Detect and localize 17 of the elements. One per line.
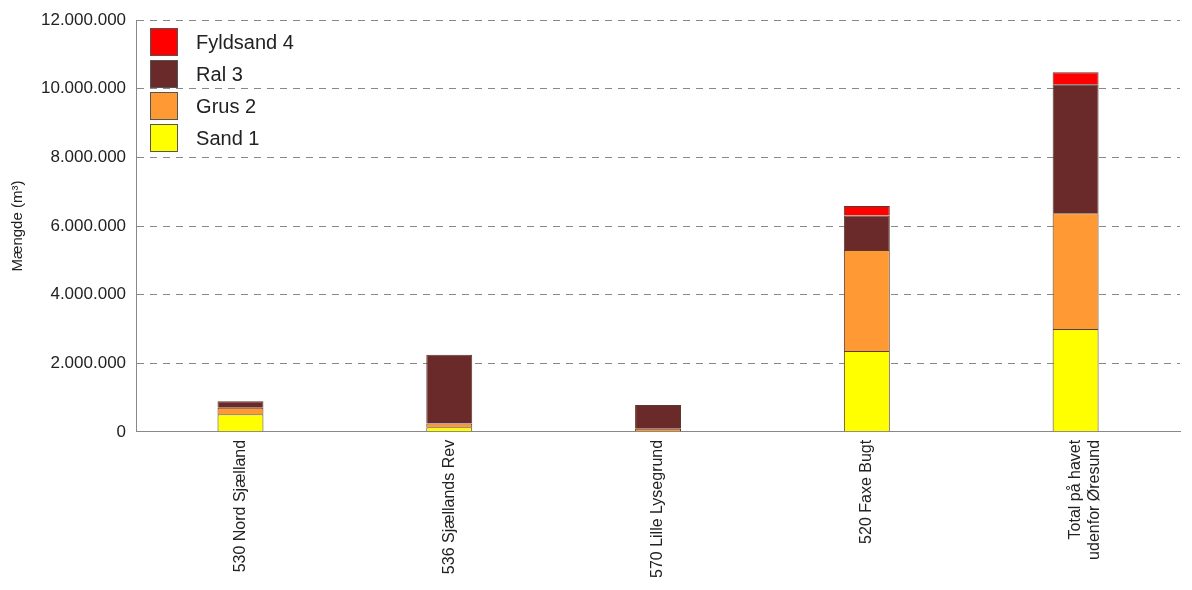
y-tick-label: 0 (116, 421, 127, 441)
y-tick-label: 8.000.000 (50, 147, 127, 167)
y-axis-title: Mængde (m³) (8, 180, 26, 272)
legend-label: Sand 1 (196, 126, 260, 150)
x-tick-label: Total på havet udenfor Øresund (1066, 439, 1103, 560)
y-tick-label: 10.000.000 (40, 78, 127, 98)
legend-label: Grus 2 (196, 94, 257, 118)
legend-label: Ral 3 (196, 62, 243, 86)
legend-label: Fyldsand 4 (196, 30, 294, 54)
x-tick-label: 530 Nord Sjælland (230, 439, 248, 573)
y-tick-label: 12.000.000 (40, 9, 127, 29)
y-tick-label: 6.000.000 (50, 215, 127, 235)
x-tick-label: 570 Lille Lysegrund (648, 439, 666, 578)
x-tick-label: 536 Sjællands Rev (439, 439, 457, 575)
y-tick-label: 2.000.000 (50, 352, 127, 372)
y-tick-label: 4.000.000 (50, 284, 127, 304)
x-tick-label: 520 Faxe Bugt (857, 439, 875, 544)
